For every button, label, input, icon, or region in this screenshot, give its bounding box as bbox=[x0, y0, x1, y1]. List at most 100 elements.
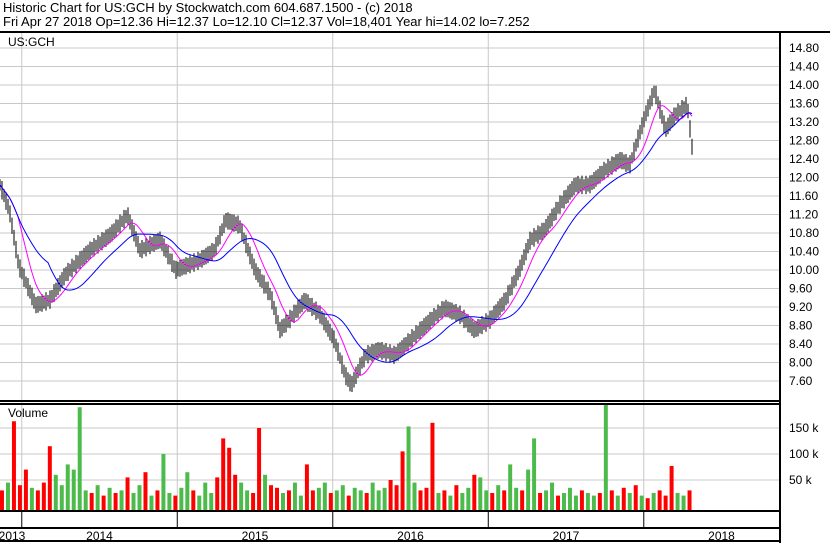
volume-bars bbox=[0, 404, 692, 510]
volume-bar bbox=[681, 495, 686, 510]
volume-bar bbox=[561, 493, 566, 510]
volume-bar bbox=[400, 451, 405, 510]
moving-average-short bbox=[0, 105, 693, 376]
axis-labels: 14.80 14.40 14.00 13.60 13.20 12.80 12.40 12.00… bbox=[0, 41, 819, 543]
volume-bar bbox=[215, 477, 220, 510]
volume-tick-label: 100 k bbox=[789, 447, 819, 461]
y-tick-label: 10.40 bbox=[789, 245, 819, 259]
volume-bar bbox=[77, 407, 82, 510]
y-tick-label: 14.80 bbox=[789, 41, 819, 55]
volume-bar bbox=[514, 487, 519, 510]
volume-bar bbox=[591, 495, 596, 510]
y-tick-label: 8.40 bbox=[789, 337, 813, 351]
volume-bar bbox=[71, 469, 76, 510]
volume-bar bbox=[544, 490, 549, 510]
quote-summary: Fri Apr 27 2018 Op=12.36 Hi=12.37 Lo=12.… bbox=[3, 14, 530, 29]
chart-title: Historic Chart for US:GCH by Stockwatch.… bbox=[3, 0, 413, 15]
volume-bar bbox=[334, 490, 339, 510]
volume-bar bbox=[203, 482, 208, 510]
y-tick-label: 7.60 bbox=[789, 374, 813, 388]
volume-bar bbox=[227, 447, 232, 510]
symbol-label: US:GCH bbox=[8, 35, 55, 49]
y-tick-label: 11.20 bbox=[789, 208, 818, 222]
volume-bar bbox=[508, 464, 513, 510]
y-tick-label: 14.00 bbox=[789, 78, 819, 92]
volume-bar bbox=[155, 490, 160, 510]
volume-bar bbox=[526, 469, 531, 510]
volume-bar bbox=[520, 490, 525, 510]
volume-bar bbox=[125, 477, 130, 510]
volume-bar bbox=[257, 428, 262, 510]
volume-bar bbox=[532, 438, 537, 510]
volume-bar bbox=[603, 404, 608, 510]
y-tick-label: 14.40 bbox=[789, 60, 819, 74]
y-tick-label: 10.00 bbox=[789, 263, 819, 277]
price-series bbox=[0, 85, 693, 393]
volume-bar bbox=[346, 495, 351, 510]
volume-bar bbox=[627, 493, 632, 510]
volume-bar bbox=[143, 472, 148, 510]
volume-bar bbox=[328, 493, 333, 510]
x-tick-label: 2016 bbox=[397, 529, 424, 543]
volume-bar bbox=[5, 482, 10, 510]
volume-bar bbox=[23, 469, 28, 510]
volume-tick-label: 50 k bbox=[789, 473, 813, 487]
volume-bar bbox=[275, 487, 279, 510]
volume-bar bbox=[310, 490, 315, 510]
volume-bar bbox=[669, 465, 674, 510]
volume-bar bbox=[119, 490, 124, 510]
volume-bar bbox=[585, 493, 590, 510]
volume-tick-label: 150 k bbox=[789, 421, 819, 435]
volume-bar bbox=[233, 474, 238, 510]
volume-bar bbox=[597, 493, 602, 510]
volume-bar bbox=[65, 464, 70, 510]
y-tick-label: 13.60 bbox=[789, 97, 819, 111]
volume-bar bbox=[370, 482, 375, 510]
y-tick-label: 11.60 bbox=[789, 189, 818, 203]
volume-bar bbox=[316, 487, 321, 510]
volume-bar bbox=[269, 485, 274, 510]
volume-bar bbox=[280, 493, 285, 510]
volume-bar bbox=[364, 493, 369, 510]
volume-bar bbox=[430, 422, 435, 510]
volume-bar bbox=[322, 482, 327, 510]
volume-bar bbox=[484, 490, 489, 510]
volume-bar bbox=[179, 487, 184, 510]
volume-bar bbox=[460, 493, 465, 510]
y-tick-label: 9.20 bbox=[789, 300, 813, 314]
volume-bar bbox=[550, 482, 555, 510]
volume-bar bbox=[466, 487, 471, 510]
volume-bar bbox=[173, 495, 178, 510]
volume-bar bbox=[633, 485, 638, 510]
volume-bar bbox=[107, 487, 112, 510]
volume-bar bbox=[687, 490, 692, 510]
y-tick-label: 12.80 bbox=[789, 134, 819, 148]
volume-bar bbox=[418, 490, 423, 510]
volume-bar bbox=[663, 495, 668, 510]
y-tick-label: 12.00 bbox=[789, 171, 819, 185]
volume-bar bbox=[286, 490, 291, 510]
volume-bar bbox=[358, 490, 363, 510]
volume-bar bbox=[59, 485, 64, 510]
x-tick-label: 2013 bbox=[0, 529, 26, 543]
x-tick-label: 2015 bbox=[242, 529, 269, 543]
volume-bar bbox=[556, 495, 560, 510]
volume-bar bbox=[412, 482, 417, 510]
volume-bar bbox=[615, 495, 620, 510]
volume-bar bbox=[185, 472, 190, 510]
y-tick-label: 10.80 bbox=[789, 226, 819, 240]
volume-bar bbox=[442, 490, 447, 510]
volume-bar bbox=[29, 487, 34, 510]
x-tick-label: 2017 bbox=[553, 529, 580, 543]
volume-bar bbox=[406, 426, 411, 510]
y-tick-label: 9.60 bbox=[789, 282, 813, 296]
volume-bar bbox=[137, 485, 142, 510]
volume-bar bbox=[567, 487, 572, 510]
volume-bar bbox=[645, 498, 650, 510]
volume-bar bbox=[149, 495, 154, 510]
volume-label: Volume bbox=[8, 406, 48, 420]
volume-bar bbox=[382, 487, 387, 510]
volume-bar bbox=[251, 493, 256, 510]
volume-bar bbox=[478, 477, 483, 510]
